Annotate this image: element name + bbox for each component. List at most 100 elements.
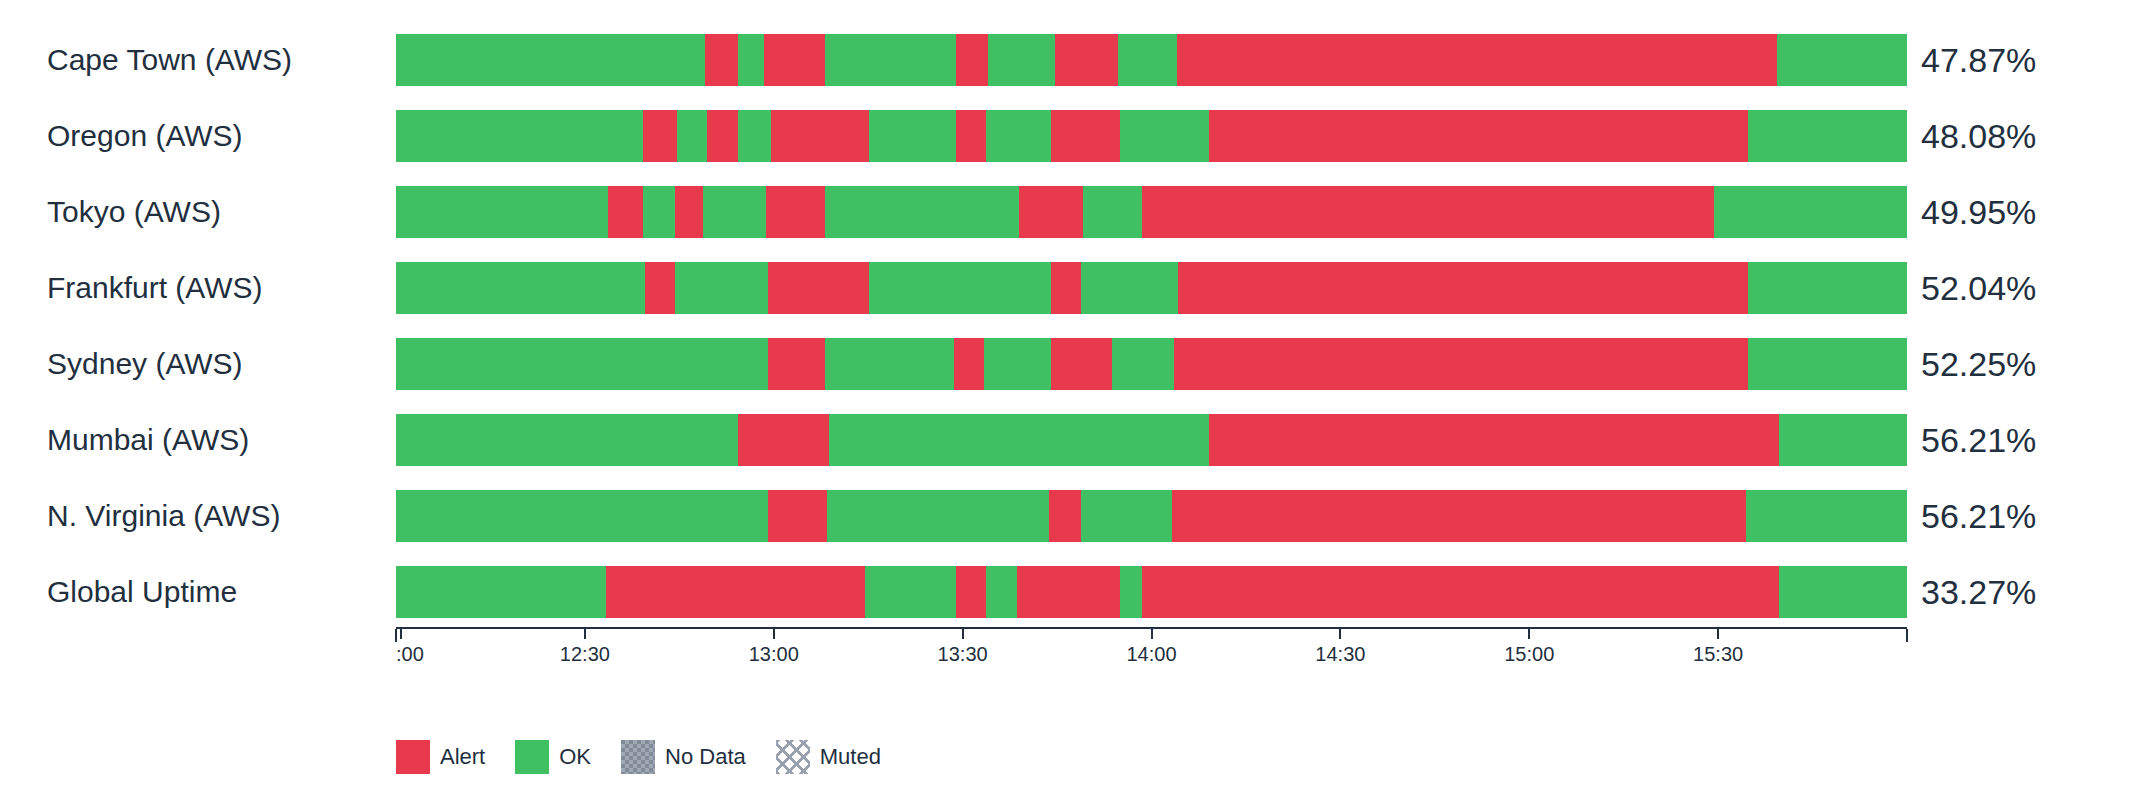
status-segment-alert[interactable] [956, 34, 988, 86]
status-segment-alert[interactable] [766, 186, 825, 238]
status-segment-ok[interactable] [1779, 414, 1907, 466]
status-segment-ok[interactable] [1081, 262, 1178, 314]
status-segment-alert[interactable] [643, 110, 677, 162]
status-segment-ok[interactable] [396, 262, 645, 314]
status-segment-alert[interactable] [1142, 566, 1779, 618]
row-label: Oregon (AWS) [0, 110, 396, 162]
axis-tick-label: 14:00 [1126, 643, 1176, 666]
status-segment-alert[interactable] [707, 110, 739, 162]
axis-tick-label: 15:30 [1693, 643, 1743, 666]
status-segment-ok[interactable] [1777, 34, 1907, 86]
status-segment-alert[interactable] [768, 262, 869, 314]
status-segment-ok[interactable] [825, 186, 1019, 238]
status-bar[interactable] [396, 414, 1907, 466]
status-segment-ok[interactable] [396, 338, 768, 390]
status-segment-alert[interactable] [1055, 34, 1118, 86]
status-segment-ok[interactable] [1714, 186, 1907, 238]
axis-tick-label: 14:30 [1315, 643, 1365, 666]
status-segment-ok[interactable] [865, 566, 956, 618]
status-bar[interactable] [396, 490, 1907, 542]
axis-tick [1339, 629, 1341, 639]
legend-item-no_data[interactable]: No Data [621, 740, 746, 774]
status-segment-ok[interactable] [1748, 262, 1907, 314]
status-segment-ok[interactable] [396, 110, 643, 162]
status-segment-alert[interactable] [771, 110, 869, 162]
status-segment-ok[interactable] [396, 414, 738, 466]
axis-tick [584, 629, 586, 639]
status-segment-ok[interactable] [396, 566, 606, 618]
status-segment-alert[interactable] [764, 34, 825, 86]
status-segment-alert[interactable] [956, 566, 986, 618]
status-segment-ok[interactable] [677, 110, 707, 162]
status-segment-ok[interactable] [1120, 566, 1142, 618]
status-segment-alert[interactable] [954, 338, 984, 390]
axis-tick [1151, 629, 1153, 639]
status-segment-ok[interactable] [1081, 490, 1172, 542]
axis-tick [962, 629, 964, 639]
status-bar[interactable] [396, 566, 1907, 618]
row-label: Cape Town (AWS) [0, 34, 396, 86]
status-segment-alert[interactable] [606, 566, 865, 618]
status-segment-ok[interactable] [1748, 338, 1907, 390]
status-segment-ok[interactable] [1746, 490, 1907, 542]
status-segment-alert[interactable] [1142, 186, 1714, 238]
legend-item-alert[interactable]: Alert [396, 740, 485, 774]
status-segment-alert[interactable] [956, 110, 986, 162]
status-segment-ok[interactable] [825, 34, 956, 86]
status-segment-ok[interactable] [1112, 338, 1173, 390]
legend-label: Alert [440, 744, 485, 770]
status-segment-ok[interactable] [825, 338, 954, 390]
status-segment-ok[interactable] [738, 110, 771, 162]
status-bar[interactable] [396, 34, 1907, 86]
status-segment-ok[interactable] [396, 186, 608, 238]
status-segment-ok[interactable] [703, 186, 766, 238]
status-bar[interactable] [396, 262, 1907, 314]
status-segment-ok[interactable] [1120, 110, 1209, 162]
status-segment-ok[interactable] [1083, 186, 1142, 238]
status-segment-alert[interactable] [1209, 414, 1779, 466]
status-segment-alert[interactable] [1051, 110, 1120, 162]
status-segment-ok[interactable] [986, 566, 1018, 618]
legend-item-muted[interactable]: Muted [776, 740, 881, 774]
status-segment-ok[interactable] [984, 338, 1051, 390]
status-segment-ok[interactable] [675, 262, 768, 314]
status-segment-alert[interactable] [1017, 566, 1120, 618]
status-segment-alert[interactable] [1172, 490, 1746, 542]
status-segment-ok[interactable] [1118, 34, 1176, 86]
status-segment-alert[interactable] [608, 186, 644, 238]
status-segment-alert[interactable] [768, 490, 827, 542]
status-segment-alert[interactable] [738, 414, 829, 466]
status-segment-ok[interactable] [869, 262, 1051, 314]
status-segment-ok[interactable] [986, 110, 1051, 162]
status-segment-alert[interactable] [675, 186, 703, 238]
status-segment-alert[interactable] [1051, 338, 1112, 390]
status-bar[interactable] [396, 338, 1907, 390]
status-segment-ok[interactable] [396, 490, 768, 542]
status-segment-ok[interactable] [738, 34, 764, 86]
status-bar[interactable] [396, 186, 1907, 238]
legend-label: OK [559, 744, 591, 770]
axis-tick [1528, 629, 1530, 639]
status-segment-alert[interactable] [768, 338, 825, 390]
status-segment-ok[interactable] [1779, 566, 1907, 618]
status-segment-ok[interactable] [988, 34, 1055, 86]
status-segment-alert[interactable] [1178, 262, 1748, 314]
legend-item-ok[interactable]: OK [515, 740, 591, 774]
status-segment-alert[interactable] [1174, 338, 1748, 390]
status-bar[interactable] [396, 110, 1907, 162]
status-segment-alert[interactable] [645, 262, 675, 314]
status-segment-alert[interactable] [1051, 262, 1081, 314]
status-segment-ok[interactable] [827, 490, 1049, 542]
status-segment-alert[interactable] [1019, 186, 1082, 238]
status-segment-ok[interactable] [1748, 110, 1907, 162]
status-segment-ok[interactable] [396, 34, 705, 86]
status-segment-alert[interactable] [1049, 490, 1081, 542]
status-segment-ok[interactable] [829, 414, 1209, 466]
status-segment-ok[interactable] [643, 186, 675, 238]
status-segment-alert[interactable] [1177, 34, 1778, 86]
timeline-row: Oregon (AWS) 48.08% [0, 110, 2134, 162]
uptime-status-timeline-panel: Cape Town (AWS) 47.87% Oregon (AWS) 48.0… [0, 0, 2134, 802]
status-segment-alert[interactable] [1209, 110, 1747, 162]
status-segment-alert[interactable] [705, 34, 739, 86]
status-segment-ok[interactable] [869, 110, 956, 162]
